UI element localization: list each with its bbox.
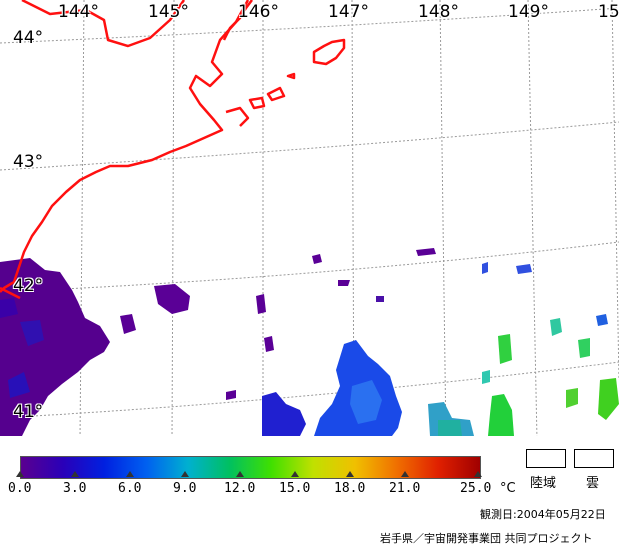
colorbar-tick [346,471,354,477]
colorbar-tick [71,471,79,477]
graticule [0,0,619,436]
longitude-label: 148° [418,2,459,22]
colorbar-tick [126,471,134,477]
longitude-label: 147° [328,2,369,22]
temperature-unit: °C [500,481,516,496]
colorbar-tick [474,471,482,477]
sst-data-pixels [0,248,619,436]
longitude-label: 15 [598,2,619,22]
land-legend-swatch [526,449,566,468]
longitude-label: 146° [238,2,279,22]
cloud-legend-label: 雲 [586,476,600,491]
longitude-label: 149° [508,2,549,22]
colorbar-tick-label: 0.0 [8,481,32,496]
land-legend-label: 陸域 [530,476,557,491]
latitude-label: 41° [13,402,44,422]
credit-text: 岩手県／宇宙開発事業団 共同プロジェクト [380,532,593,545]
colorbar-tick-label: 12.0 [224,481,256,496]
colorbar-tick-label: 25.0 [460,481,492,496]
longitude-label: 144° [58,2,99,22]
colorbar-tick-label: 18.0 [334,481,366,496]
colorbar-tick [291,471,299,477]
colorbar-tick [181,471,189,477]
latitude-label: 44° [13,28,44,48]
cloud-legend-swatch [574,449,614,468]
longitude-label: 145° [148,2,189,22]
colorbar-tick [401,471,409,477]
colorbar-tick-label: 6.0 [118,481,142,496]
latitude-label: 43° [13,152,44,172]
colorbar-tick-label: 15.0 [279,481,311,496]
temperature-colorbar [20,456,481,479]
colorbar-tick-label: 3.0 [63,481,87,496]
colorbar-tick-label: 9.0 [173,481,197,496]
colorbar-tick [16,471,24,477]
sea-surface-temperature-map [0,0,619,436]
colorbar-tick-label: 21.0 [389,481,421,496]
colorbar-tick [236,471,244,477]
observation-date: 観測日:2004年05月22日 [480,508,606,521]
latitude-label: 42° [13,276,44,296]
coastline [0,0,346,300]
